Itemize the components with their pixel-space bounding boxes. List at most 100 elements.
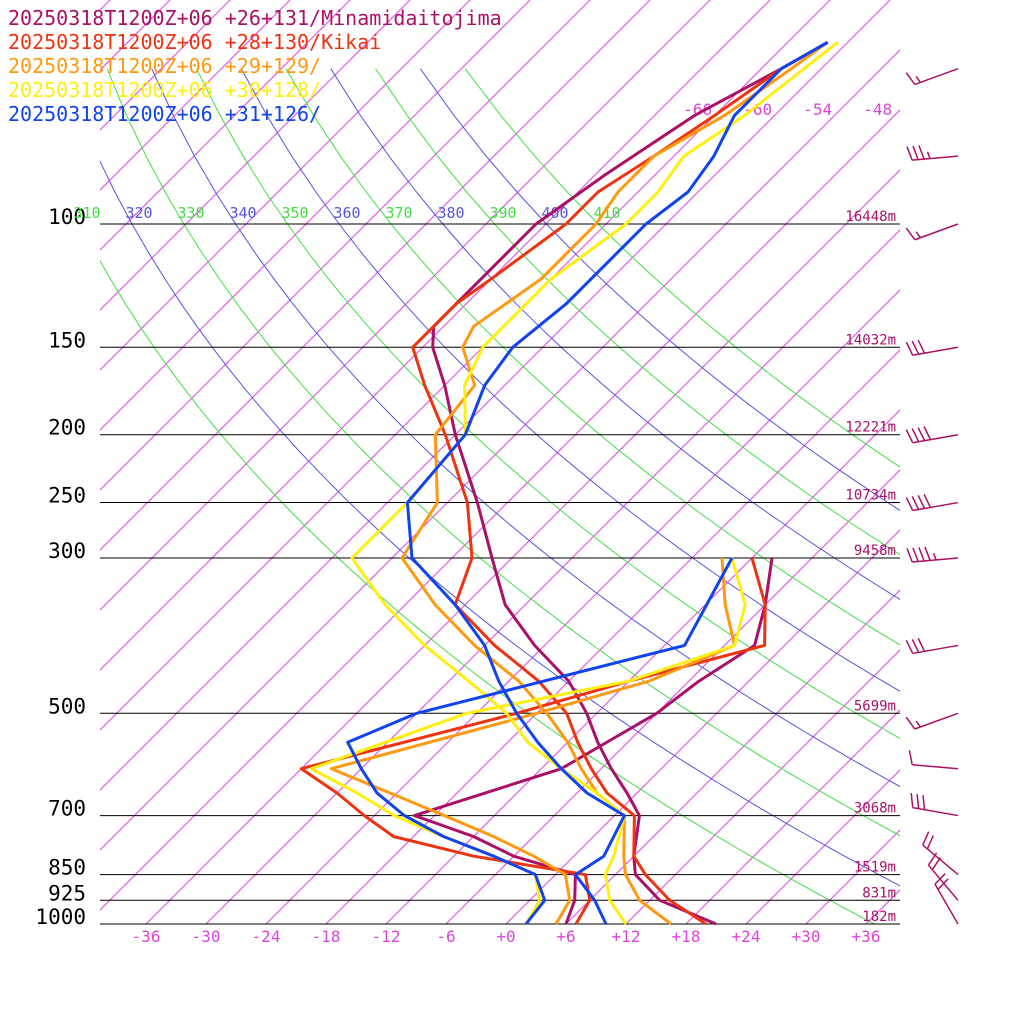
temperature-tick-label: +12: [612, 927, 641, 946]
temperature-tick-label: -6: [436, 927, 455, 946]
isotherm-line: [100, 49, 900, 851]
pressure-tick-label: 500: [48, 694, 86, 718]
legend-entry-30n-128e: 20250318T1200Z+06 +30+128/: [8, 78, 322, 102]
geopotential-height-label: 9458m: [854, 543, 896, 559]
wind-barb-feather: [912, 145, 919, 160]
pressure-tick-label: 1000: [35, 905, 86, 929]
sounding-profiles: [299, 40, 839, 926]
theta-label: 360: [333, 204, 360, 222]
isotherm-line: [100, 0, 471, 371]
wind-barb-feather: [905, 497, 914, 511]
pressure-tick-label: 850: [48, 856, 86, 880]
wind-barb-feather: [926, 835, 934, 850]
wind-barb-feather: [910, 793, 914, 808]
wind-barb-feather: [905, 341, 914, 356]
legend-entry-kikai: 20250318T1200Z+06 +28+130/Kikai: [8, 30, 382, 54]
chart-legend: 20250318T1200Z+06 +26+131/Minamidaitojim…: [8, 6, 502, 126]
isotherm-line: [865, 889, 900, 924]
pressure-tick-label: 925: [48, 881, 86, 905]
wind-barb: [910, 793, 959, 817]
wind-barb: [927, 852, 959, 901]
isotherm-line: [445, 469, 900, 924]
wind-barb-column: [905, 68, 959, 925]
isotherm-line: [100, 0, 171, 71]
wind-barb-shaft: [934, 883, 959, 925]
wind-barb-feather: [931, 857, 942, 871]
wind-barb-shaft: [912, 346, 959, 356]
wind-barb: [905, 223, 959, 241]
wind-barb: [906, 546, 959, 563]
wind-barb-feather: [917, 495, 926, 509]
series-2-temperature-line: [400, 41, 829, 926]
temperature-tick-label: +36: [852, 927, 881, 946]
wind-barb-half-feather: [932, 552, 937, 561]
theta-label: 340: [229, 204, 256, 222]
series-0-dewpoint-line: [412, 557, 774, 925]
isotherm-line: [100, 0, 231, 131]
wind-barb-feather: [923, 493, 932, 508]
wind-barb-feather: [924, 546, 931, 561]
theta-label: 370: [385, 204, 412, 222]
wind-barb-half-feather: [915, 76, 922, 83]
isotherm-line: [100, 0, 411, 311]
geopotential-height-label: 831m: [862, 885, 896, 901]
pressure-tick-label: 150: [48, 328, 86, 352]
dry-adiabat-line: [240, 68, 900, 692]
temperature-tick-label: +18: [672, 927, 701, 946]
series-0-temperature-line: [431, 40, 829, 926]
theta-label: 380: [437, 204, 464, 222]
temperature-tick-label: -30: [192, 927, 221, 946]
isotherm-line: [100, 109, 900, 911]
wind-barb-feather: [912, 547, 919, 562]
series-2-dewpoint-line: [329, 557, 737, 925]
wind-barb-feather: [918, 145, 925, 160]
wind-barb-feather: [918, 547, 925, 562]
isotherm-line: [805, 829, 900, 924]
wind-barb-shaft: [912, 433, 959, 444]
pressure-tick-label: 100: [48, 205, 86, 229]
pressure-tick-label: 700: [48, 797, 86, 821]
wind-barb-feather: [905, 72, 916, 85]
isotherm-line: [100, 0, 111, 11]
wind-barb-feather: [916, 794, 920, 809]
temperature-tick-label: -12: [372, 927, 401, 946]
wind-barb: [905, 68, 959, 86]
wind-barb-feather: [906, 146, 913, 161]
isotherm-line: [325, 349, 900, 924]
diagram-grid: [100, 0, 1024, 924]
series-4-temperature-line: [405, 40, 829, 925]
geopotential-height-label: 1519m: [854, 860, 896, 876]
geopotential-height-label: 10734m: [845, 488, 896, 504]
isotherm-line: [100, 0, 651, 551]
theta-label: 400: [541, 204, 568, 222]
wind-barb: [905, 637, 959, 655]
isotherm-line: [100, 0, 531, 431]
upper-isotherm-label: -60: [743, 100, 772, 119]
wind-barb-shaft: [914, 68, 959, 86]
wind-barb: [908, 750, 959, 770]
wind-barb-feather: [906, 548, 913, 563]
wind-barb-shaft: [927, 864, 959, 901]
dry-adiabat-line: [330, 68, 900, 600]
wind-barb-feather: [923, 426, 932, 440]
wind-barb-half-feather: [915, 720, 922, 728]
isotherm-line: [625, 649, 900, 924]
dry-adiabat-line: [151, 68, 900, 788]
isotherm-line: [986, 0, 1024, 924]
wind-barb-feather: [927, 852, 938, 866]
geopotential-height-label: 12221m: [845, 420, 896, 436]
dry-adiabat-line: [419, 68, 900, 512]
theta-label: 320: [125, 204, 152, 222]
dry-adiabat-line: [100, 259, 876, 924]
isobar-lines: [100, 223, 900, 925]
isotherm-line: [926, 0, 1024, 924]
wind-barb: [905, 712, 959, 730]
legend-entry-29n-129e: 20250318T1200Z+06 +29+129/: [8, 54, 322, 78]
geopotential-height-label: 5699m: [854, 698, 896, 714]
geopotential-height-label: 16448m: [845, 209, 896, 225]
wind-barb-feather: [905, 429, 914, 444]
wind-barb-feather: [911, 638, 920, 653]
isotherm-line: [100, 0, 351, 251]
wind-barb: [934, 873, 959, 925]
wind-barb-feather: [905, 227, 916, 241]
